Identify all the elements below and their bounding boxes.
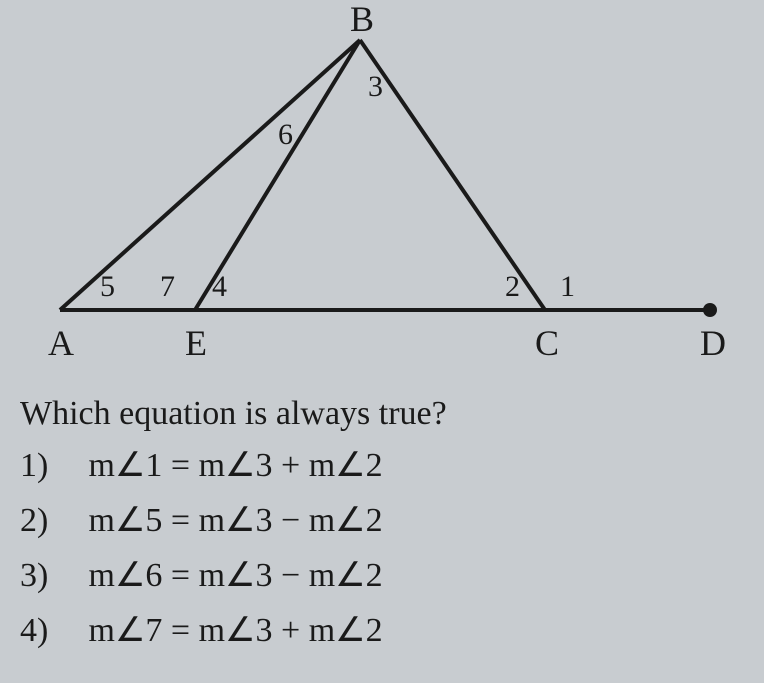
angle-7-label: 7 [160,270,175,304]
option-1: 1) m∠1 = m∠3 + m∠2 [20,445,383,485]
option-4-num: 4) [20,612,80,650]
option-2-num: 2) [20,502,80,540]
option-4: 4) m∠7 = m∠3 + m∠2 [20,610,383,650]
question-prompt: Which equation is always true? [20,395,447,433]
vertex-D-label: D [700,322,726,364]
option-1-num: 1) [20,447,80,485]
angle-3-label: 3 [368,70,383,104]
vertex-A-label: A [48,322,74,364]
vertex-B-label: B [350,0,374,40]
angle-1-label: 1 [560,270,575,304]
angle-4-label: 4 [212,270,227,304]
option-2: 2) m∠5 = m∠3 − m∠2 [20,500,383,540]
option-4-body: m∠7 = m∠3 + m∠2 [89,612,383,649]
angle-6-label: 6 [278,118,293,152]
option-3: 3) m∠6 = m∠3 − m∠2 [20,555,383,595]
diagram-svg [0,0,764,380]
option-3-body: m∠6 = m∠3 − m∠2 [89,557,383,594]
geometry-diagram: B A E C D 3 6 5 7 4 2 1 [0,0,764,380]
vertex-C-label: C [535,322,559,364]
option-3-num: 3) [20,557,80,595]
vertex-E-label: E [185,322,207,364]
option-2-body: m∠5 = m∠3 − m∠2 [89,502,383,539]
angle-5-label: 5 [100,270,115,304]
option-1-body: m∠1 = m∠3 + m∠2 [89,447,383,484]
point-D-dot [703,303,717,317]
angle-2-label: 2 [505,270,520,304]
